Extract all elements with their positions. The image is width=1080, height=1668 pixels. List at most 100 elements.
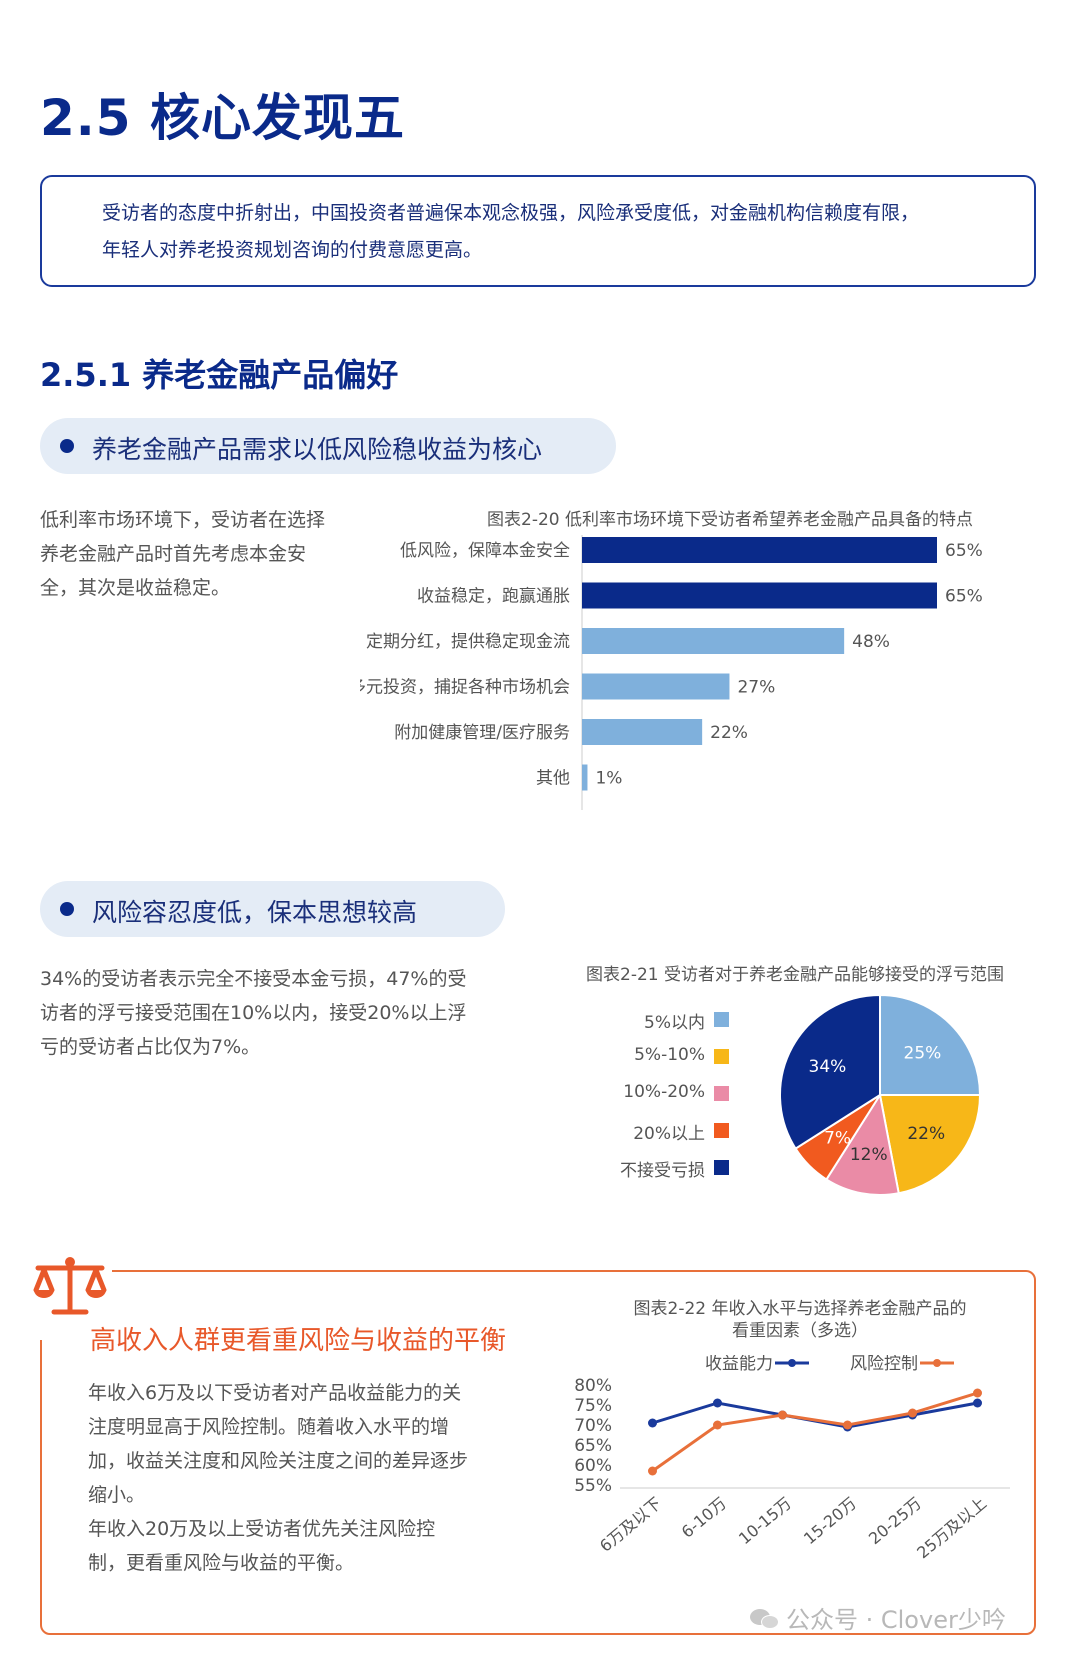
finding-paragraph: 低利率市场环境下，受访者在选择 养老金融产品时首先考虑本金安 全，其次是收益稳定… (40, 503, 370, 605)
bar (582, 719, 703, 745)
bar (582, 582, 937, 609)
series-point (843, 1420, 852, 1430)
bar-value-label: 48% (852, 632, 890, 652)
bar-category-label: 其他 (536, 769, 570, 789)
bar-category-label: 收益稳定，跑赢通胀 (417, 587, 570, 607)
bar-value-label: 65% (945, 541, 983, 561)
pie-value-label: 12% (850, 1145, 888, 1165)
bar-value-label: 65% (945, 587, 983, 607)
y-tick-label: 60% (574, 1456, 612, 1476)
legend-swatch (714, 1049, 729, 1064)
paragraph-line: 年收入6万及以下受访者对产品收益能力的关 (88, 1382, 462, 1404)
legend-label: 不接受亏损 (620, 1161, 705, 1181)
pie-slice (779, 993, 881, 1150)
series-point (778, 1410, 787, 1420)
page-title: 2.5 核心发现五 (40, 89, 405, 147)
y-tick-label: 70% (574, 1416, 612, 1436)
paragraph-line: 低利率市场环境下，受访者在选择 (40, 509, 326, 531)
series-line (651, 1391, 978, 1473)
legend-swatch (714, 1012, 729, 1027)
subsection-title: 2.5.1 养老金融产品偏好 (40, 356, 399, 394)
finding-heading-pill: 风险容忍度低，保本思想较高 (40, 881, 505, 937)
x-tick-label: 6-10万 (678, 1494, 730, 1542)
series-point (648, 1418, 657, 1428)
pie-value-label: 7% (824, 1128, 851, 1148)
paragraph-line: 亏的受访者占比仅为7%。 (40, 1036, 261, 1058)
paragraph-line: 注度明显高于风险控制。随着收入水平的增 (88, 1416, 450, 1438)
x-tick-label: 6万及以下 (596, 1494, 665, 1556)
series-point (648, 1466, 657, 1476)
legend-label: 10%-20% (623, 1082, 705, 1102)
bullet-dot-icon (60, 902, 74, 916)
line-chart: 收益能力 风险控制 80%75%70%65%60%55%6万及以下 6-10万 10-1… (574, 1355, 1010, 1563)
x-tick-label: 20-25万 (865, 1494, 925, 1549)
bar-category-label: 附加健康管理/医疗服务 (394, 723, 570, 743)
paragraph-line: 34%的受访者表示完全不接受本金亏损，47%的受 (40, 968, 467, 990)
highlight-box (40, 1270, 1036, 1635)
paragraph-line: 缩小。 (88, 1484, 146, 1506)
legend-label: 风险控制 (850, 1355, 918, 1374)
finding-heading: 风险容忍度低，保本思想较高 (92, 898, 418, 927)
finding-heading-pill: 养老金融产品需求以低风险稳收益为核心 (40, 418, 616, 474)
legend-swatch (714, 1123, 729, 1138)
legend-label: 收益能力 (705, 1355, 773, 1374)
bar-chart: 低风险，保障本金安全 65% 收益稳定，跑赢通胀 65% 定期分红，提供稳定现金流 48%… (360, 535, 983, 810)
pie-legend: 5%以内 5%-10% 10%-20% 20%以上 不接受亏损 (590, 1008, 740, 1198)
bar-category-label: 低风险，保障本金安全 (400, 541, 570, 561)
paragraph-line: 养老金融产品时首先考虑本金安 (40, 543, 307, 565)
bar (582, 673, 730, 700)
finding-paragraph: 年收入6万及以下受访者对产品收益能力的关 注度明显高于风险控制。随着收入水平的增… (88, 1376, 528, 1580)
bar-value-label: 22% (710, 723, 748, 743)
watermark: 公众号 · Clover少吟 (750, 1600, 1006, 1635)
pie-slice (879, 993, 982, 1096)
summary-line: 受访者的态度中折射出，中国投资者普遍保本观念极强，风险承受度低，对金融机构信赖度… (102, 202, 920, 224)
finding-heading: 养老金融产品需求以低风险稳收益为核心 (92, 435, 543, 464)
scale-balance-icon (33, 1257, 107, 1315)
paragraph-line: 全，其次是收益稳定。 (40, 577, 231, 599)
paragraph-line: 年收入20万及以上受访者优先关注风险控 (88, 1518, 436, 1540)
pie-value-label: 34% (809, 1057, 847, 1077)
bar (582, 537, 937, 563)
pie-slice (825, 1092, 900, 1196)
bar-category-label: 定期分红，提供稳定现金流 (366, 632, 570, 652)
legend-swatch (714, 1086, 729, 1101)
series-point (973, 1388, 982, 1398)
bar (582, 628, 845, 654)
pie-value-label: 22% (907, 1124, 945, 1144)
bar-value-label: 27% (737, 678, 775, 698)
legend-label: 5%以内 (644, 1013, 705, 1033)
chart-title-line: 图表2-22 年收入水平与选择养老金融产品的 (633, 1299, 967, 1319)
legend-marker (788, 1359, 796, 1367)
legend-marker (933, 1359, 941, 1367)
series-point (713, 1420, 722, 1430)
x-tick-label: 10-15万 (735, 1494, 795, 1549)
chart-title-line: 看重因素（多选） (732, 1321, 868, 1341)
y-tick-label: 80% (574, 1376, 612, 1396)
bar-category-label: 多元投资，捕捉各种市场机会 (360, 678, 570, 698)
summary-box: 受访者的态度中折射出，中国投资者普遍保本观念极强，风险承受度低，对金融机构信赖度… (40, 175, 1036, 287)
finding-paragraph: 34%的受访者表示完全不接受本金亏损，47%的受 访者的浮亏接受范围在10%以内… (40, 962, 530, 1064)
chart-title: 图表2-22 年收入水平与选择养老金融产品的 看重因素（多选） (580, 1298, 1020, 1342)
series-point (713, 1398, 722, 1408)
legend-label: 5%-10% (634, 1045, 705, 1065)
legend-label: 20%以上 (633, 1124, 705, 1144)
x-tick-label: 25万及以上 (913, 1494, 990, 1563)
series-point (908, 1408, 917, 1418)
y-tick-label: 65% (574, 1436, 612, 1456)
watermark-text: 公众号 · Clover少吟 (786, 1606, 1006, 1634)
pie-slice (878, 1094, 982, 1195)
x-tick-label: 15-20万 (800, 1494, 860, 1549)
y-tick-label: 55% (574, 1476, 612, 1496)
wechat-icon (750, 1607, 780, 1631)
legend-swatch (714, 1160, 729, 1175)
y-tick-label: 75% (574, 1396, 612, 1416)
chart-title: 图表2-21 受访者对于养老金融产品能够接受的浮亏范围 (586, 965, 1004, 985)
bar (582, 764, 588, 791)
pie-chart: 25% 22% 12%7% 34% (779, 993, 982, 1196)
bullet-dot-icon (60, 439, 74, 453)
bar-value-label: 1% (595, 769, 622, 789)
paragraph-line: 访者的浮亏接受范围在10%以内，接受20%以上浮 (40, 1002, 467, 1024)
chart-title: 图表2-20 低利率市场环境下受访者希望养老金融产品具备的特点 (487, 510, 973, 530)
paragraph-line: 制，更看重风险与收益的平衡。 (88, 1552, 355, 1574)
paragraph-line: 加，收益关注度和风险关注度之间的差异逐步 (88, 1450, 469, 1472)
